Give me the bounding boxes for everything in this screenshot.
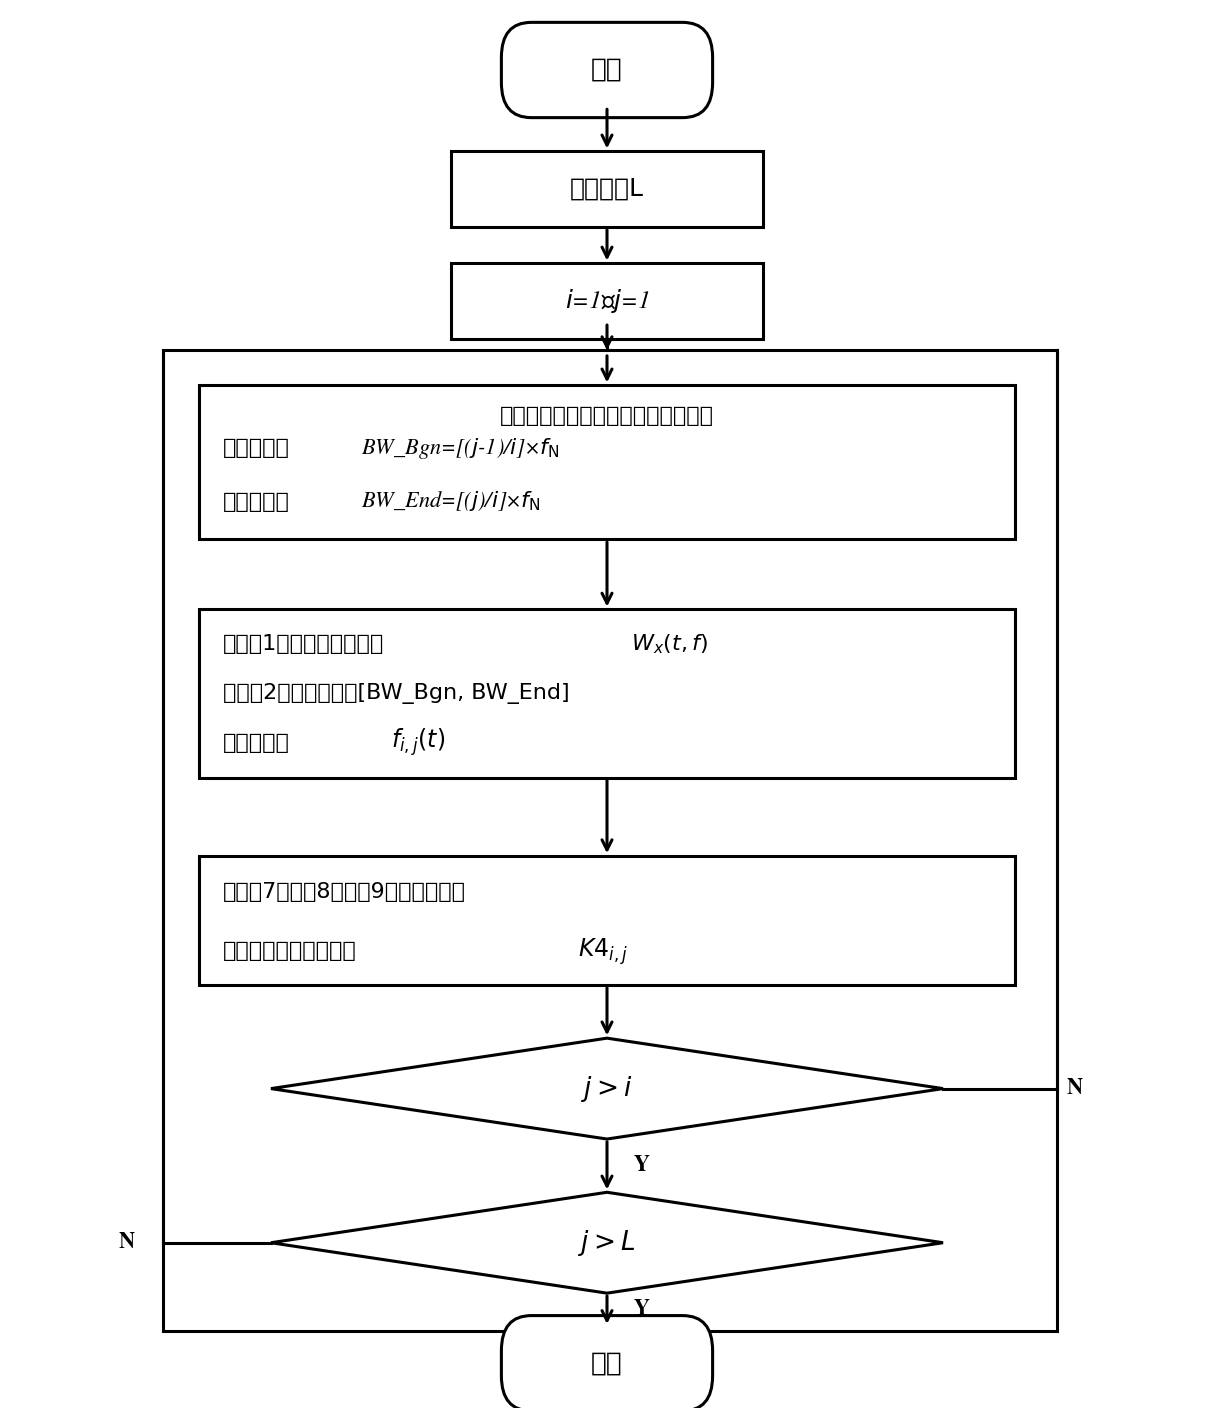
Text: 开始: 开始 [591,57,623,83]
Text: $K4_{i,j}$: $K4_{i,j}$ [578,935,629,966]
Text: $j > i$: $j > i$ [582,1074,632,1104]
Bar [199,610,1015,778]
Text: Y: Y [634,1299,649,1320]
FancyBboxPatch shape [501,23,713,117]
Bar [199,856,1015,985]
Text: $W_x(t, f)$: $W_x(t, f)$ [631,633,708,657]
Text: N: N [1067,1078,1083,1099]
Text: 结束: 结束 [591,1350,623,1377]
Text: 和式（2）重构出频带[BW_Bgn, BW_End]: 和式（2）重构出频带[BW_Bgn, BW_End] [223,683,569,705]
FancyBboxPatch shape [501,1316,713,1411]
Bar [450,151,764,226]
Text: BW_Bgn=[($j$-1)/$i$]×$f_{\rm N}$: BW_Bgn=[($j$-1)/$i$]×$f_{\rm N}$ [361,436,560,461]
Bar [163,351,1057,1332]
Text: 起始频率：: 起始频率： [223,439,290,458]
Bar [199,385,1015,539]
Text: 由式（7）、（8）和（9）求出信号分: 由式（7）、（8）和（9）求出信号分 [223,883,466,903]
Bar [450,263,764,340]
Text: BW_End=[($j$)/$i$]×$f_{\rm N}$: BW_End=[($j$)/$i$]×$f_{\rm N}$ [361,490,540,514]
Text: 由式（1）求时频分解矩阵: 由式（1）求时频分解矩阵 [223,634,384,655]
Polygon shape [271,1193,943,1293]
Polygon shape [271,1039,943,1139]
Text: $f_{i,j}(t)$: $f_{i,j}(t)$ [391,727,446,758]
Text: 量的平方幅值谱的峭度: 量的平方幅值谱的峭度 [223,941,357,961]
Text: N: N [119,1232,135,1254]
Text: Y: Y [634,1155,649,1176]
Text: 的信号分量: 的信号分量 [223,733,290,753]
Text: 计算尺度子频带的起始和终止频率：: 计算尺度子频带的起始和终止频率： [500,406,714,426]
Text: $j > L$: $j > L$ [578,1228,636,1258]
Text: 终止频率：: 终止频率： [223,491,290,512]
Text: $i$=1，$j$=1: $i$=1，$j$=1 [565,287,649,316]
Text: 设置尺度L: 设置尺度L [571,177,643,201]
